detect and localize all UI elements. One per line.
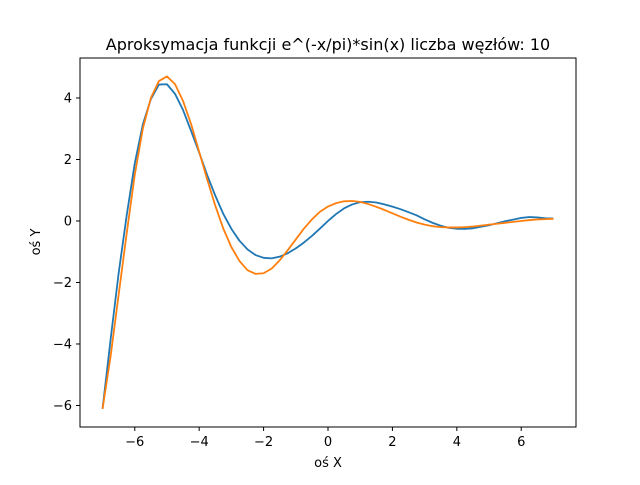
y-tick-label: −2 [53, 276, 72, 291]
y-tick-label: 2 [64, 153, 72, 168]
x-tick-label: −4 [190, 435, 209, 450]
x-tick-label: −6 [125, 435, 144, 450]
x-axis-label: oś X [314, 456, 342, 471]
x-tick-label: 2 [388, 435, 396, 450]
x-tick-label: 4 [453, 435, 461, 450]
y-tick-label: −6 [53, 399, 72, 414]
series-line-1 [101, 83, 554, 409]
x-axis: −6 −4 −2 0 2 4 6 [125, 427, 525, 450]
series-line-2 [101, 75, 554, 410]
x-tick-label: −2 [254, 435, 273, 450]
chart-title: Aproksymacja funkcji e^(-x/pi)*sin(x) li… [106, 35, 550, 54]
y-tick-label: 4 [64, 91, 72, 106]
plot-area [101, 75, 554, 410]
y-tick-label: −4 [53, 337, 72, 352]
y-axis: −6 −4 −2 0 2 4 [53, 91, 80, 414]
x-tick-label: 6 [517, 435, 525, 450]
x-tick-label: 0 [324, 435, 332, 450]
y-axis-label: oś Y [29, 229, 44, 256]
y-tick-label: 0 [64, 214, 72, 229]
